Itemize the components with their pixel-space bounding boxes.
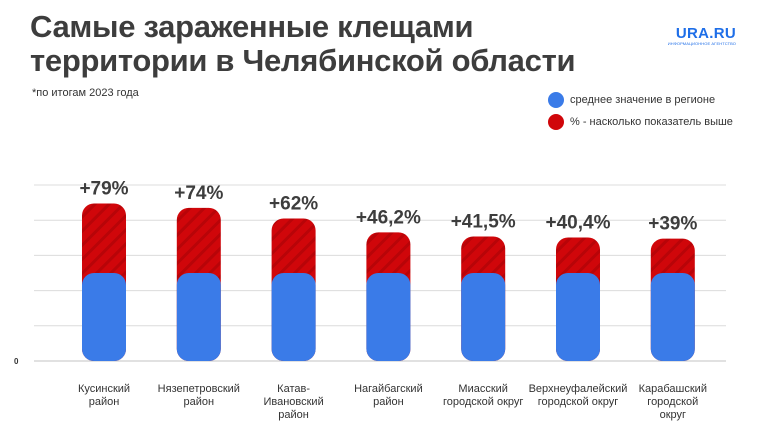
bar-base-segment xyxy=(366,273,411,361)
y-axis-zero-label: 0 xyxy=(14,357,19,366)
legend-label-base: среднее значение в регионе xyxy=(570,94,716,106)
category-label-line: Карабашский xyxy=(639,383,707,395)
category-label-line: район xyxy=(184,396,215,408)
bar-value-label: +46,2% xyxy=(356,207,421,228)
category-label-line: Верхнеуфалейский xyxy=(529,383,628,395)
category-label-line: Кусинский xyxy=(78,383,130,395)
chart-subtitle: *по итогам 2023 года xyxy=(32,87,139,99)
category-label-line: Миасский xyxy=(458,383,508,395)
category-label-line: Нагайбагский xyxy=(354,383,423,395)
category-label: Нагайбагский район xyxy=(354,383,423,408)
chart-title-line-2: территории в Челябинской области xyxy=(30,43,576,78)
bar-value-label: +62% xyxy=(269,193,318,214)
bar-value-label: +74% xyxy=(174,183,223,204)
category-label: Верхнеуфалейский городской округ xyxy=(529,383,628,408)
category-label: Кусинский район xyxy=(78,383,130,408)
bar-value-label: +41,5% xyxy=(451,211,516,232)
chart-title-line-1: Самые зараженные клещами xyxy=(30,9,474,44)
category-label-line: район xyxy=(278,409,309,421)
legend-swatch-base xyxy=(548,92,564,108)
bar-base-segment xyxy=(650,273,695,361)
bar-base-segment xyxy=(176,273,221,361)
bar-value-label: +40,4% xyxy=(546,212,611,233)
bar-value-label: +39% xyxy=(648,214,697,235)
category-label-line: район xyxy=(373,396,404,408)
category-label-line: Ивановский xyxy=(263,396,323,408)
category-label-line: округ xyxy=(660,409,686,421)
category-label-line: городской xyxy=(647,396,698,408)
category-label-line: Катав- xyxy=(277,383,310,395)
bar-base-segment xyxy=(556,273,600,361)
category-label-line: городской округ xyxy=(443,396,524,408)
bar-base-segment xyxy=(271,273,316,361)
legend-label-excess: % - насколько показатель выше xyxy=(570,116,733,128)
legend-item-base: среднее значение в регионе xyxy=(548,89,733,111)
legend-swatch-excess xyxy=(548,114,564,130)
logo-tagline: ИНФОРМАЦИОННОЕ АГЕНТСТВО xyxy=(667,41,736,46)
chart-legend: среднее значение в регионе % - насколько… xyxy=(548,89,733,133)
bar-base-segment xyxy=(461,273,506,361)
category-label-line: городской округ xyxy=(538,396,619,408)
bar-value-label: +79% xyxy=(79,178,128,199)
category-label: Нязепетровский район xyxy=(158,383,240,408)
chart-title: Самые зараженные клещами территории в Че… xyxy=(30,9,576,78)
category-label: Катав-Ивановский район xyxy=(263,383,323,421)
category-label-line: Нязепетровский xyxy=(158,383,240,395)
value-labels: +79% +74% +62% +46,2% +41,5% +40,4% +39% xyxy=(79,178,697,234)
category-label: Миасский городской округ xyxy=(443,383,524,408)
bars xyxy=(82,203,695,361)
ura-logo: URA.RU ИНФОРМАЦИОННОЕ АГЕНТСТВО xyxy=(668,26,736,46)
category-label-line: район xyxy=(89,396,120,408)
logo-text: URA.RU xyxy=(675,25,736,42)
category-label: Карабашский городской округ xyxy=(639,383,707,421)
legend-item-excess: % - насколько показатель выше xyxy=(548,111,733,133)
bar-base-segment xyxy=(82,273,126,361)
